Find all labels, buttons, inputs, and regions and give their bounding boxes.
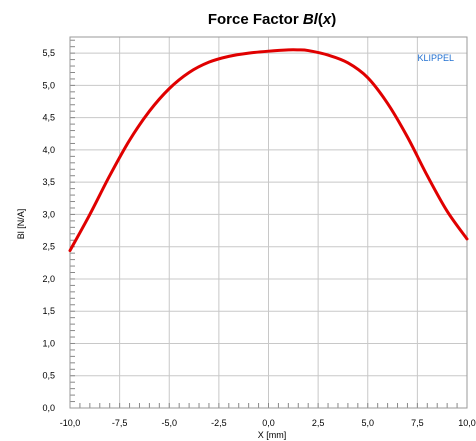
grid-lines — [69, 37, 468, 409]
x-tick-label-8: 10,0 — [458, 418, 476, 428]
chart-title-paren-close: ) — [331, 11, 336, 28]
y-tick-label-5: 2,5 — [42, 242, 55, 252]
y-tick-label-6: 3,0 — [42, 209, 55, 219]
chart-title: Force Factor Bl(x) — [208, 11, 336, 28]
x-tick-label-0: -10,0 — [60, 418, 81, 428]
y-tick-label-3: 1,5 — [42, 306, 55, 316]
brand-label: KLIPPEL — [417, 53, 454, 63]
x-tick-label-7: 7,5 — [411, 418, 424, 428]
minor-ticks — [69, 39, 468, 409]
y-tick-label-7: 3,5 — [42, 177, 55, 187]
chart-title-paren-open: ( — [318, 11, 323, 28]
y-tick-label-0: 0,0 — [42, 403, 55, 413]
y-tick-label-10: 5,0 — [42, 80, 55, 90]
y-tick-label-2: 1,0 — [42, 338, 55, 348]
y-tick-label-8: 4,0 — [42, 145, 55, 155]
plot-frame — [69, 36, 468, 409]
chart-title-italic: Bl — [303, 11, 319, 28]
x-tick-label-3: -2,5 — [211, 418, 227, 428]
y-tick-label-4: 2,0 — [42, 274, 55, 284]
x-tick-labels: -10,0 -7,5 -5,0 -2,5 0,0 2,5 5,0 7,5 10,0 — [60, 418, 476, 428]
x-tick-label-4: 0,0 — [262, 418, 275, 428]
y-tick-labels: 0,0 0,5 1,0 1,5 2,0 2,5 3,0 3,5 4,0 4,5 5,0 5,5 — [42, 48, 55, 413]
curve-layer — [68, 48, 469, 253]
y-tick-label-1: 0,5 — [42, 371, 55, 381]
x-tick-label-1: -7,5 — [112, 418, 128, 428]
y-axis-label: Bl [N/A] — [16, 209, 26, 240]
x-tick-label-6: 5,0 — [361, 418, 374, 428]
x-axis-label: X [mm] — [258, 430, 287, 440]
y-tick-label-9: 4,5 — [42, 113, 55, 123]
chart-title-var: x — [322, 11, 332, 28]
chart-title-main: Force Factor — [208, 11, 303, 28]
y-tick-label-11: 5,5 — [42, 48, 55, 58]
x-tick-label-5: 2,5 — [312, 418, 325, 428]
x-tick-label-2: -5,0 — [161, 418, 177, 428]
bl-curve — [68, 48, 469, 253]
